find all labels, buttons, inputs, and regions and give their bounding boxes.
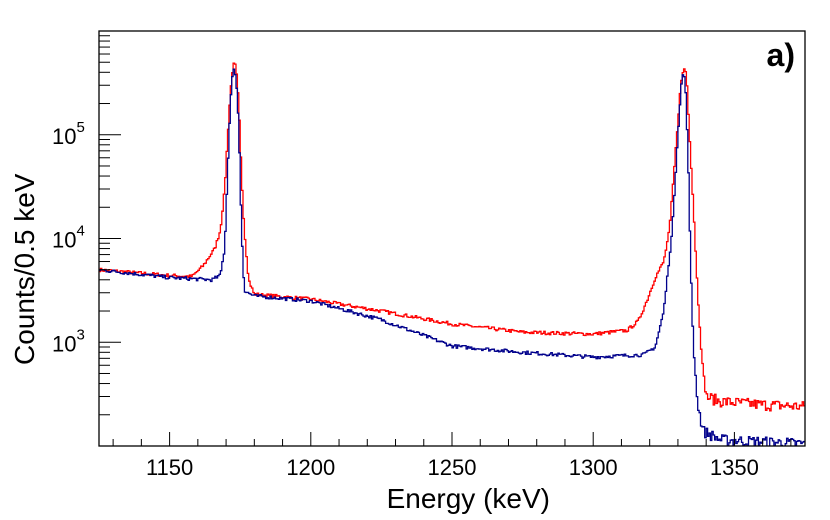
x-tick-label: 1200 [286, 455, 335, 480]
y-tick-base: 10 [52, 228, 76, 253]
y-tick-exponent: 3 [76, 326, 84, 343]
y-tick-label: 105 [52, 119, 85, 149]
series-layer [99, 62, 805, 446]
y-tick-exponent: 4 [76, 223, 84, 240]
y-tick-label: 104 [52, 223, 85, 253]
x-axis-title: Energy (keV) [387, 483, 550, 514]
x-tick-label: 1350 [710, 455, 759, 480]
series-red-histogram [99, 62, 805, 412]
y-tick-exponent: 5 [76, 119, 84, 136]
plot-frame [98, 30, 806, 447]
panel-label: a) [767, 37, 795, 73]
y-axis-title: Counts/0.5 keV [9, 173, 40, 365]
x-tick-label: 1250 [428, 455, 477, 480]
y-tick-label: 103 [52, 326, 85, 356]
series-blue-histogram [99, 68, 805, 446]
y-tick-base: 10 [52, 331, 76, 356]
x-tick-label: 1150 [146, 455, 193, 480]
y-tick-base: 10 [52, 124, 76, 149]
x-tick-label: 1300 [569, 455, 618, 480]
